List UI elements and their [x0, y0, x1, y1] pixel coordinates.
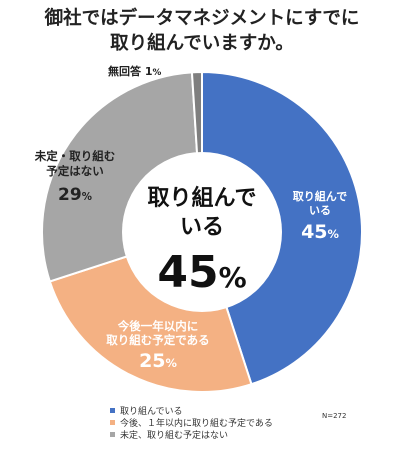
center-label: 取り組んでいる 45% [148, 185, 257, 298]
center-label-line-0: 取り組んで [148, 185, 257, 211]
slice-label-0-pct: 45% [301, 221, 339, 243]
slice-label-2: 未定・取り組む予定はない 29% [34, 149, 116, 205]
slice-label-2-pct: 29% [58, 185, 92, 205]
chart-title-line-1: 御社ではデータマネジメントにすでに [44, 7, 360, 29]
slice-label-0-line-0: 取り組んで [293, 189, 347, 203]
slice-label-3: 無回答 1% [108, 64, 162, 78]
slice-label-0: 取り組んでいる 45% [293, 189, 347, 243]
legend-label-0: 取り組んでいる [120, 405, 183, 417]
slice-labels: 取り組んでいる45%今後一年以内に取り組む予定である25%未定・取り組む予定はな… [34, 64, 347, 372]
slice-label-3-text: 無回答 1% [108, 64, 162, 78]
slice-label-1-pct: 25% [139, 350, 177, 372]
pie-slice-0 [201, 70, 363, 386]
sample-size-label: N=272 [322, 412, 346, 420]
slice-label-1-line-1: 取り組む予定である [106, 333, 209, 347]
legend-label-2: 未定、取り組む予定はない [120, 429, 228, 441]
slice-label-2-line-0: 未定・取り組む [34, 149, 116, 163]
slice-label-0-line-1: いる [309, 204, 331, 217]
legend-swatch-1 [110, 420, 115, 425]
legend-swatch-0 [110, 408, 115, 413]
legend-swatch-2 [110, 432, 115, 437]
slice-label-1-line-0: 今後一年以内に [117, 319, 199, 333]
center-hole [122, 152, 282, 312]
legend-label-1: 今後、１年以内に取り組む予定である [120, 417, 273, 429]
center-label-pct: 45% [157, 247, 246, 298]
center-label-line-1: いる [180, 215, 224, 240]
slice-label-2-line-1: 予定はない [46, 164, 104, 178]
chart-title-line-2: 取り組んでいますか。 [110, 32, 294, 54]
